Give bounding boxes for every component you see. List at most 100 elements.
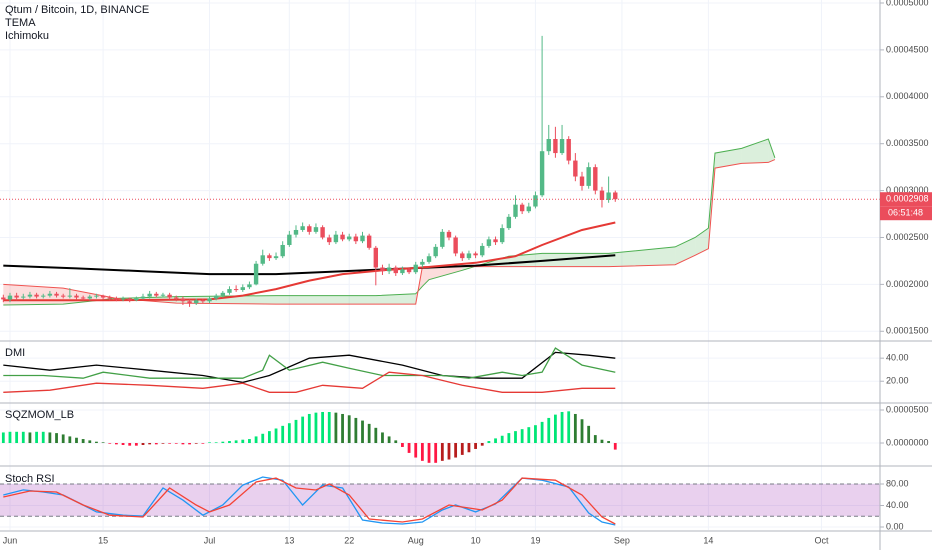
- momentum-bar: [420, 443, 424, 461]
- x-tick-label: 15: [98, 535, 108, 545]
- candle-body: [400, 269, 405, 274]
- momentum-bar: [168, 443, 172, 444]
- candle-body: [353, 236, 359, 242]
- momentum-bar: [573, 413, 577, 444]
- candle-body: [307, 226, 312, 232]
- marks: [0, 35, 880, 526]
- candle-body: [420, 261, 425, 265]
- cloud-fill: [176, 295, 276, 305]
- candle-body: [586, 167, 591, 186]
- candle-body: [47, 293, 53, 296]
- momentum-bar: [208, 442, 211, 444]
- candle-body: [21, 296, 26, 298]
- y-tick-label: 0.0002500: [886, 232, 929, 242]
- candle-body: [1, 297, 6, 300]
- candle-body: [539, 151, 545, 196]
- momentum-bar: [254, 436, 258, 444]
- y-tick-label: 80.00: [886, 478, 909, 488]
- candle-body: [67, 295, 73, 297]
- candle-body: [240, 287, 245, 291]
- chart-title: Qtum / Bitcoin, 1D, BINANCE: [5, 4, 149, 16]
- candle-body: [54, 293, 59, 296]
- momentum-bar: [8, 431, 12, 444]
- momentum-bar: [267, 431, 271, 444]
- momentum-bar: [414, 443, 418, 458]
- momentum-bar: [600, 439, 604, 444]
- y-tick-label: 0.0002000: [886, 279, 929, 289]
- candle-body: [380, 267, 385, 272]
- candle-body: [280, 244, 285, 257]
- y-tick-label: 40.00: [886, 353, 909, 363]
- momentum-bar: [534, 425, 537, 444]
- momentum-bar: [447, 443, 451, 460]
- candle-body: [107, 297, 112, 299]
- candle-body: [347, 236, 352, 240]
- momentum-bar: [81, 439, 85, 444]
- indicator-line: [3, 477, 616, 525]
- candle-body: [74, 295, 79, 298]
- pane-title: SQZMOM_LB: [5, 409, 74, 421]
- momentum-bar: [314, 412, 318, 444]
- momentum-bar: [540, 421, 544, 444]
- momentum-bar: [514, 431, 517, 444]
- candle-body: [260, 255, 265, 264]
- momentum-bar: [580, 419, 584, 444]
- candle-body: [466, 253, 472, 259]
- candle-body: [606, 192, 611, 200]
- candle-body: [140, 296, 146, 299]
- candle-body: [499, 228, 505, 243]
- candle-body: [566, 139, 571, 161]
- x-tick-label: Sep: [614, 535, 630, 545]
- momentum-bar: [560, 411, 564, 444]
- momentum-bar: [128, 443, 132, 446]
- momentum-bar: [367, 423, 371, 444]
- momentum-bar: [21, 431, 25, 444]
- candle-body: [267, 255, 272, 259]
- momentum-bar: [141, 443, 145, 445]
- candle-body: [453, 237, 458, 254]
- candle-body: [460, 253, 465, 259]
- candle-body: [579, 176, 585, 186]
- candle-body: [194, 300, 199, 304]
- candle-body: [486, 239, 492, 246]
- momentum-bar: [354, 417, 358, 444]
- cloud-fill: [422, 266, 429, 287]
- candle-body: [333, 234, 339, 243]
- momentum-bar: [494, 438, 497, 444]
- candle-body: [27, 294, 33, 297]
- cloud-fill: [375, 293, 416, 305]
- y-tick-label: 0.0005000: [886, 0, 929, 7]
- momentum-bar: [394, 440, 398, 444]
- candle-body: [273, 256, 279, 259]
- candle-body: [493, 239, 498, 243]
- momentum-bar: [500, 435, 504, 444]
- candle-body: [134, 298, 139, 301]
- candle-body: [87, 296, 92, 299]
- candle-body: [41, 295, 46, 297]
- momentum-bar: [35, 431, 38, 444]
- y-tick-label: 0.0003000: [886, 185, 929, 195]
- momentum-bar: [48, 432, 52, 444]
- x-tick-label: Jun: [3, 535, 18, 545]
- candle-body: [154, 293, 159, 296]
- momentum-bar: [188, 443, 191, 445]
- momentum-bar: [593, 435, 597, 444]
- momentum-bar: [613, 443, 617, 450]
- candle-body: [120, 298, 126, 300]
- indicator-name: TEMA: [5, 17, 36, 29]
- candle-body: [426, 256, 432, 262]
- momentum-bar: [28, 432, 32, 444]
- candle-body: [440, 231, 445, 247]
- momentum-bar: [387, 436, 391, 444]
- momentum-bar: [101, 442, 105, 444]
- momentum-bar: [241, 439, 245, 444]
- candle-body: [373, 247, 379, 268]
- momentum-bar: [294, 419, 298, 444]
- candle-body: [127, 298, 132, 301]
- candle-body: [553, 139, 558, 154]
- momentum-bar: [228, 441, 231, 444]
- momentum-bar: [307, 413, 311, 444]
- candle-body: [200, 300, 206, 302]
- x-tick-label: 19: [530, 535, 540, 545]
